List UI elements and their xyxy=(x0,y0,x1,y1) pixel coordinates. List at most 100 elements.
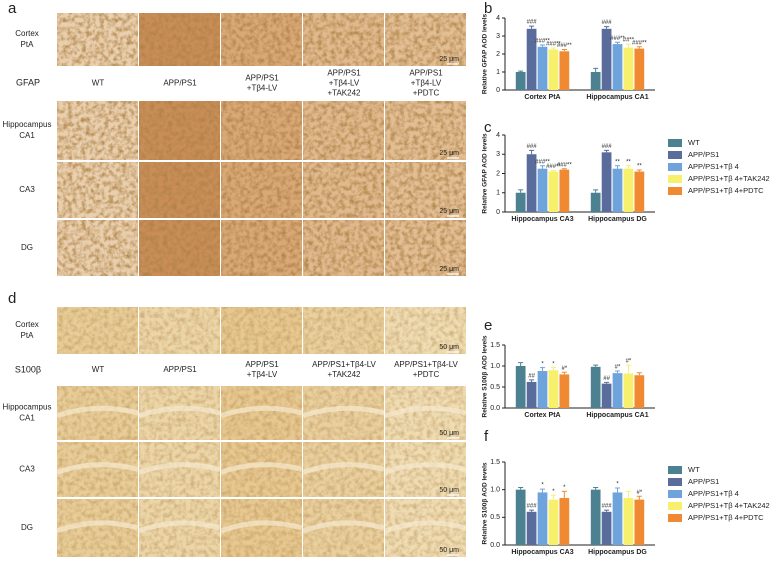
tissue-band xyxy=(56,520,139,534)
scale-bar-label: 25 μm xyxy=(439,208,459,215)
bar xyxy=(590,192,601,212)
legend-swatch xyxy=(668,490,682,498)
legend-swatch xyxy=(668,502,682,510)
error-bar xyxy=(636,372,642,376)
y-tick-label: 1.5 xyxy=(490,342,500,349)
y-tick-label: 0.5 xyxy=(490,384,500,391)
error-bar xyxy=(550,494,556,500)
micrograph-texture xyxy=(221,307,302,354)
panel-letter: a xyxy=(8,0,17,17)
tissue-band xyxy=(384,462,467,475)
error-bar xyxy=(593,67,599,72)
significance-label: ** xyxy=(626,159,631,165)
legend-swatch xyxy=(668,187,682,195)
significance-label: ###** xyxy=(535,39,550,45)
bar xyxy=(515,366,526,408)
error-bar xyxy=(604,26,610,29)
bar xyxy=(526,154,537,212)
y-tick-label: 2 xyxy=(496,51,500,58)
legend-label: WT xyxy=(688,465,700,474)
bar xyxy=(601,511,612,545)
column-label: APP/PS1+Tβ4-LV xyxy=(394,360,458,369)
micrograph-texture xyxy=(303,307,384,354)
error-bar xyxy=(518,362,524,366)
column-label: APP/PS1 xyxy=(163,79,197,88)
scale-bar-label: 25 μm xyxy=(439,266,459,273)
micrograph-texture xyxy=(139,220,220,276)
bar xyxy=(526,381,537,408)
significance-label: ## xyxy=(528,373,535,379)
column-label: +TAK242 xyxy=(328,370,362,379)
column-label: +TAK242 xyxy=(328,89,362,98)
column-label: +PDTC xyxy=(413,89,440,98)
legend-label: APP/PS1+Tβ 4+PDTC xyxy=(688,186,764,195)
significance-label: ### xyxy=(602,144,613,150)
error-bar xyxy=(540,165,545,169)
tissue-band xyxy=(220,520,303,534)
y-tick-label: 4 xyxy=(496,132,500,139)
y-tick-label: 0 xyxy=(496,87,500,94)
error-bar xyxy=(561,371,567,375)
error-bar xyxy=(561,490,567,498)
micrograph-texture xyxy=(221,13,302,66)
tissue-band xyxy=(302,462,385,475)
legend-label: WT xyxy=(688,138,700,147)
error-bar xyxy=(550,170,556,172)
significance-label: ###** xyxy=(557,162,572,168)
error-bar xyxy=(561,49,567,52)
legend-label: APP/PS1+Tβ 4+PDTC xyxy=(688,513,764,522)
legend-swatch xyxy=(668,139,682,147)
micrograph-texture xyxy=(303,162,384,218)
bar xyxy=(612,373,623,408)
column-label: +Tβ4-LV xyxy=(411,79,442,88)
y-tick-label: 1.0 xyxy=(490,363,500,370)
panel-letter: b xyxy=(484,0,492,17)
significance-label: ** xyxy=(637,164,642,170)
y-tick-label: 0.5 xyxy=(490,514,500,521)
significance-label: ### xyxy=(527,504,538,510)
bar xyxy=(548,171,559,212)
error-bar xyxy=(529,379,535,382)
bar xyxy=(590,72,601,90)
micrograph-texture xyxy=(303,13,384,66)
error-bar xyxy=(625,165,631,169)
y-tick-label: 1 xyxy=(496,69,500,76)
micrograph-texture xyxy=(221,162,302,218)
scale-bar-label: 50 μm xyxy=(439,487,459,494)
micrograph-texture xyxy=(303,220,384,276)
column-label: APP/PS1+Tβ4-LV xyxy=(312,360,376,369)
row-label: Hippocampus xyxy=(3,120,52,129)
scale-bar-label: 50 μm xyxy=(439,344,459,351)
legend-swatch xyxy=(668,163,682,171)
micrograph-texture xyxy=(139,13,220,66)
scale-bar-label: 25 μm xyxy=(439,56,459,63)
bar xyxy=(623,47,634,90)
bar xyxy=(559,169,570,212)
legend-swatch xyxy=(668,478,682,486)
x-tick-label: Hippocampus CA1 xyxy=(586,94,648,101)
error-bar xyxy=(625,490,631,498)
scale-bar-label: 25 μm xyxy=(439,150,459,157)
error-bar xyxy=(540,367,545,372)
micrograph-texture xyxy=(385,162,466,218)
panel-letter: d xyxy=(8,290,16,307)
column-label: WT xyxy=(92,365,105,374)
bar xyxy=(612,168,623,212)
micrograph-texture xyxy=(57,13,138,66)
bar xyxy=(601,383,612,408)
significance-label: ### xyxy=(602,504,613,510)
legend-swatch xyxy=(668,151,682,159)
error-bar xyxy=(561,168,567,170)
significance-label: ###** xyxy=(557,43,572,49)
error-bar xyxy=(529,509,535,512)
tissue-band xyxy=(384,405,467,419)
column-label: +Tβ4-LV xyxy=(329,79,360,88)
significance-label: ##** xyxy=(623,38,635,44)
micrograph-texture xyxy=(139,101,220,160)
bar xyxy=(601,152,612,212)
x-tick-label: Hippocampus DG xyxy=(588,216,647,223)
significance-label: ###** xyxy=(546,42,561,48)
bar xyxy=(526,28,537,90)
column-label: APP/PS1 xyxy=(245,360,279,369)
